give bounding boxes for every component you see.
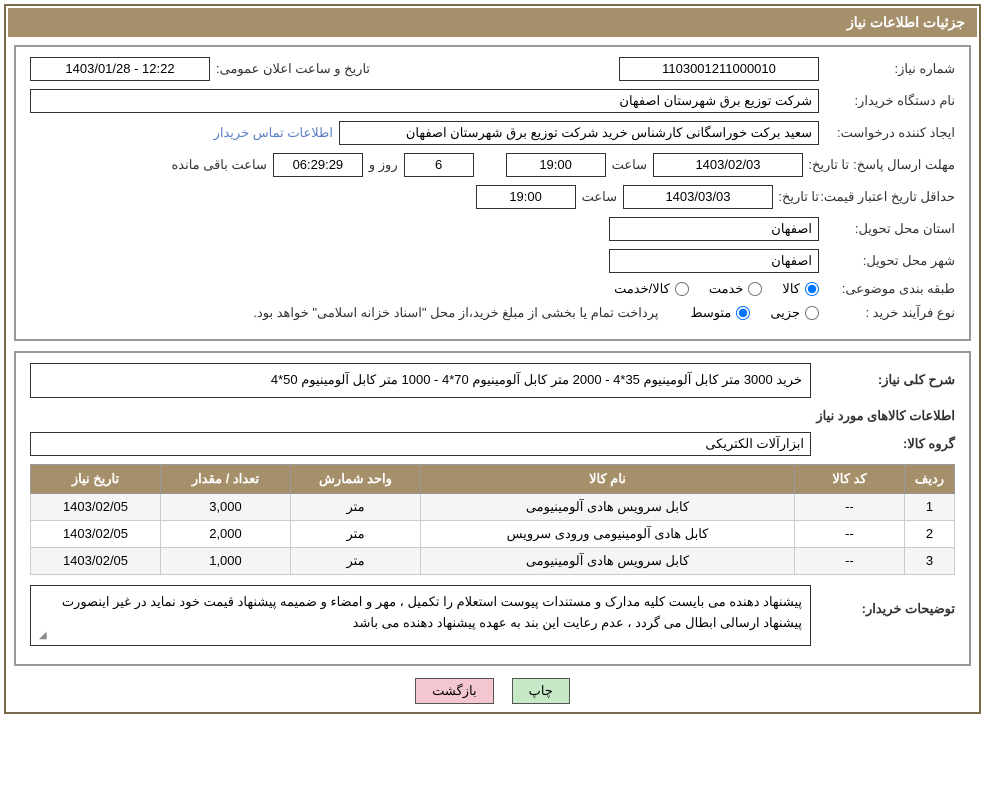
- table-cell: 3: [905, 547, 955, 574]
- table-row: 2--کابل هادی آلومینیومی ورودی سرویسمتر2,…: [31, 520, 955, 547]
- announce-label: تاریخ و ساعت اعلان عمومی:: [216, 61, 370, 77]
- requester-label: ایجاد کننده درخواست:: [825, 125, 955, 141]
- table-cell: --: [795, 520, 905, 547]
- radio-partial[interactable]: [805, 306, 819, 320]
- reply-time-value: 19:00: [506, 153, 606, 177]
- time-label-2: ساعت: [582, 189, 617, 205]
- desc-label: شرح کلی نیاز:: [825, 372, 955, 388]
- delivery-province-value: اصفهان: [609, 217, 819, 241]
- th-code: کد کالا: [795, 464, 905, 493]
- countdown-value: 06:29:29: [273, 153, 363, 177]
- radio-partial-label: جزیی: [770, 305, 800, 321]
- radio-goods[interactable]: [805, 282, 819, 296]
- process-label: نوع فرآیند خرید :: [825, 305, 955, 321]
- desc-textarea[interactable]: خرید 3000 متر کابل آلومینیوم 35*4 - 2000…: [30, 363, 811, 398]
- table-cell: 2,000: [161, 520, 291, 547]
- table-cell: کابل سرویس هادی آلومینیومی: [421, 493, 795, 520]
- radio-goods-label: کالا: [782, 281, 800, 297]
- th-date: تاریخ نیاز: [31, 464, 161, 493]
- classification-radio-group: کالا خدمت کالا/خدمت: [614, 281, 819, 297]
- table-cell: متر: [291, 547, 421, 574]
- radio-medium[interactable]: [736, 306, 750, 320]
- print-button[interactable]: چاپ: [512, 678, 570, 704]
- button-row: چاپ بازگشت: [14, 678, 971, 704]
- resize-handle-icon[interactable]: ◢: [39, 633, 802, 639]
- days-and-label: روز و: [369, 157, 398, 173]
- need-number-value: 1103001211000010: [619, 57, 819, 81]
- delivery-city-value: اصفهان: [609, 249, 819, 273]
- table-cell: 1403/02/05: [31, 520, 161, 547]
- delivery-province-label: استان محل تحویل:: [825, 221, 955, 237]
- process-radio-group: جزیی متوسط: [690, 305, 819, 321]
- table-cell: 1,000: [161, 547, 291, 574]
- table-cell: متر: [291, 493, 421, 520]
- radio-goods-service-label: کالا/خدمت: [614, 281, 670, 297]
- until-date-label-2: تا تاریخ:: [779, 189, 819, 205]
- table-cell: 2: [905, 520, 955, 547]
- th-row: ردیف: [905, 464, 955, 493]
- info-panel: شماره نیاز: 1103001211000010 تاریخ و ساع…: [14, 45, 971, 341]
- announce-value: 12:22 - 1403/01/28: [30, 57, 210, 81]
- days-value: 6: [404, 153, 474, 177]
- radio-medium-label: متوسط: [690, 305, 731, 321]
- buyer-notes-label: توضیحات خریدار:: [825, 585, 955, 617]
- items-table: ردیف کد کالا نام کالا واحد شمارش تعداد /…: [30, 464, 955, 575]
- th-qty: تعداد / مقدار: [161, 464, 291, 493]
- process-note: پرداخت تمام یا بخشی از مبلغ خرید،از محل …: [253, 305, 658, 321]
- reply-date-value: 1403/02/03: [653, 153, 803, 177]
- requester-value: سعید برکت خوراسگانی کارشناس خرید شرکت تو…: [339, 121, 819, 145]
- price-validity-label: حداقل تاریخ اعتبار قیمت:: [825, 189, 955, 205]
- details-panel: شرح کلی نیاز: خرید 3000 متر کابل آلومینی…: [14, 351, 971, 666]
- page-header: جزئیات اطلاعات نیاز: [8, 8, 977, 37]
- table-cell: --: [795, 547, 905, 574]
- group-value: ابزارآلات الکتریکی: [30, 432, 811, 456]
- group-label: گروه کالا:: [825, 436, 955, 452]
- buyer-notes-textarea[interactable]: پیشنهاد دهنده می بایست کلیه مدارک و مستن…: [30, 585, 811, 647]
- items-heading: اطلاعات کالاهای مورد نیاز: [816, 408, 955, 424]
- table-row: 1--کابل سرویس هادی آلومینیومیمتر3,000140…: [31, 493, 955, 520]
- contact-link[interactable]: اطلاعات تماس خریدار: [214, 125, 333, 141]
- table-row: 3--کابل سرویس هادی آلومینیومیمتر1,000140…: [31, 547, 955, 574]
- radio-service[interactable]: [748, 282, 762, 296]
- buyer-org-label: نام دستگاه خریدار:: [825, 93, 955, 109]
- remaining-label: ساعت باقی مانده: [171, 157, 266, 173]
- delivery-city-label: شهر محل تحویل:: [825, 253, 955, 269]
- reply-deadline-label: مهلت ارسال پاسخ:: [855, 157, 955, 173]
- classification-label: طبقه بندی موضوعی:: [825, 281, 955, 297]
- table-cell: کابل سرویس هادی آلومینیومی: [421, 547, 795, 574]
- table-cell: کابل هادی آلومینیومی ورودی سرویس: [421, 520, 795, 547]
- radio-goods-service[interactable]: [675, 282, 689, 296]
- need-number-label: شماره نیاز:: [825, 61, 955, 77]
- radio-service-label: خدمت: [709, 281, 744, 297]
- table-cell: متر: [291, 520, 421, 547]
- time-label-1: ساعت: [612, 157, 647, 173]
- table-cell: --: [795, 493, 905, 520]
- th-name: نام کالا: [421, 464, 795, 493]
- table-cell: 1: [905, 493, 955, 520]
- table-cell: 1403/02/05: [31, 547, 161, 574]
- th-unit: واحد شمارش: [291, 464, 421, 493]
- until-date-label-1: تا تاریخ:: [809, 157, 849, 173]
- price-date-value: 1403/03/03: [623, 185, 773, 209]
- table-cell: 1403/02/05: [31, 493, 161, 520]
- buyer-org-value: شرکت توزیع برق شهرستان اصفهان: [30, 89, 819, 113]
- table-cell: 3,000: [161, 493, 291, 520]
- price-time-value: 19:00: [476, 185, 576, 209]
- back-button[interactable]: بازگشت: [415, 678, 493, 704]
- buyer-notes-text: پیشنهاد دهنده می بایست کلیه مدارک و مستن…: [62, 594, 802, 630]
